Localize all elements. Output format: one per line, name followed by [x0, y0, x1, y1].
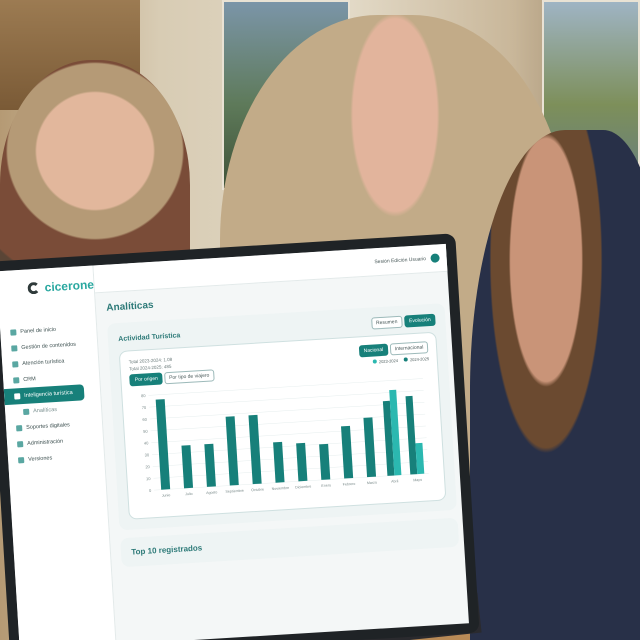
gridline	[151, 425, 427, 443]
bar[interactable]	[341, 425, 354, 479]
x-tick-label: Julio	[185, 492, 193, 496]
screen: cicerone Panel de inicio Gestión de conte…	[0, 243, 469, 640]
gridline	[148, 378, 424, 396]
top10-title: Top 10 registrados	[131, 543, 203, 557]
x-tick-label: Octubre	[251, 487, 264, 492]
monitor-icon	[16, 425, 23, 432]
gridline	[150, 413, 426, 432]
x-tick-label: Septiembre	[226, 489, 245, 494]
sidebar-item-label: Panel de inicio	[20, 326, 57, 336]
bar[interactable]	[363, 417, 377, 478]
sidebar-item-label: Versiones	[27, 455, 53, 463]
logo: cicerone	[0, 277, 94, 297]
sidebar-item-label: Administración	[26, 438, 64, 447]
bar[interactable]	[225, 416, 240, 486]
summary-button[interactable]: Resumen	[370, 315, 403, 330]
bar[interactable]	[415, 442, 425, 475]
x-tick-label: Junio	[162, 493, 171, 498]
gridline	[149, 390, 425, 408]
x-tick-label: Noviembre	[272, 486, 290, 491]
monitor: cicerone Panel de inicio Gestión de conte…	[0, 233, 480, 640]
by-traveler-type-button[interactable]: Por tipo de viajero	[163, 369, 215, 385]
y-tick-label: 50	[143, 429, 149, 434]
sidebar-item-label: CRM	[23, 376, 36, 383]
bar[interactable]	[405, 395, 418, 475]
sidebar-item-label: Soportes digitales	[26, 422, 71, 431]
gridline	[153, 461, 429, 479]
legend: 2023-2024 2024-2025	[359, 356, 429, 365]
gridline	[152, 437, 427, 455]
avatar[interactable]	[430, 253, 441, 263]
bar[interactable]	[156, 399, 171, 490]
user-icon	[12, 361, 19, 368]
x-tick-label: Mayo	[414, 478, 423, 483]
trend-icon	[14, 393, 21, 400]
gridline	[153, 449, 428, 467]
legend-item[interactable]: 2024-2025	[403, 356, 429, 363]
user-name[interactable]: Sesión Edición Usuario	[374, 255, 427, 265]
chart-icon	[23, 408, 30, 416]
x-tick-label: Febrero	[343, 482, 356, 487]
y-tick-label: 70	[142, 405, 148, 410]
x-tick-label: Diciembre	[295, 485, 311, 490]
national-button[interactable]: Nacional	[358, 343, 389, 358]
sidebar-item-label: Atención turística	[22, 358, 65, 367]
chat-icon	[13, 377, 20, 384]
y-tick-label: 10	[146, 476, 152, 481]
x-tick-label: Abril	[391, 479, 399, 483]
evolution-button[interactable]: Evolución	[403, 313, 437, 328]
bar[interactable]	[204, 443, 217, 487]
bar[interactable]	[248, 414, 263, 485]
home-icon	[10, 329, 17, 336]
people-icon	[17, 441, 24, 448]
bar[interactable]	[296, 442, 308, 482]
legend-item[interactable]: 2023-2024	[372, 358, 398, 365]
chart-panel: Total 2023-2024: 1.08 Total 2024-2025: 4…	[119, 331, 447, 520]
y-tick-label: 60	[143, 417, 149, 422]
bar-chart: 0 10 20 30 40 50 60 70 80 Junio Julio Agosto Septiem…	[141, 378, 430, 498]
by-origin-button[interactable]: Por origen	[129, 372, 164, 387]
git-icon	[17, 457, 25, 464]
sidebar-item-label: Inteligencia turística	[24, 389, 73, 399]
bar[interactable]	[383, 400, 395, 476]
gridline	[150, 401, 425, 420]
staff-member	[470, 130, 640, 640]
y-tick-label: 80	[141, 393, 147, 398]
main: Sesión Edición Usuario Analíticas Activi…	[93, 243, 469, 640]
logo-icon	[27, 281, 41, 295]
sidebar-item-label: Analíticas	[33, 406, 58, 415]
brand-name: cicerone	[44, 277, 95, 295]
x-tick-label: Enero	[322, 483, 332, 488]
bar[interactable]	[273, 441, 285, 483]
international-button[interactable]: Internacional	[389, 341, 429, 356]
y-tick-label: 20	[146, 464, 152, 469]
x-tick-label: Agosto	[206, 490, 217, 495]
x-tick-label: Marzo	[367, 481, 377, 486]
bar[interactable]	[181, 445, 194, 489]
y-tick-label: 30	[145, 452, 151, 457]
activity-card: Actividad Turística Resumen Evolución To…	[107, 303, 458, 531]
sidebar-item-label: Gestión de contenidos	[21, 341, 77, 351]
y-tick-label: 0	[149, 488, 152, 493]
bar[interactable]	[319, 443, 331, 480]
y-tick-label: 40	[144, 440, 150, 445]
document-icon	[11, 345, 18, 352]
card-title: Actividad Turística	[118, 331, 181, 343]
gridline	[154, 473, 430, 491]
bar[interactable]	[389, 389, 402, 476]
